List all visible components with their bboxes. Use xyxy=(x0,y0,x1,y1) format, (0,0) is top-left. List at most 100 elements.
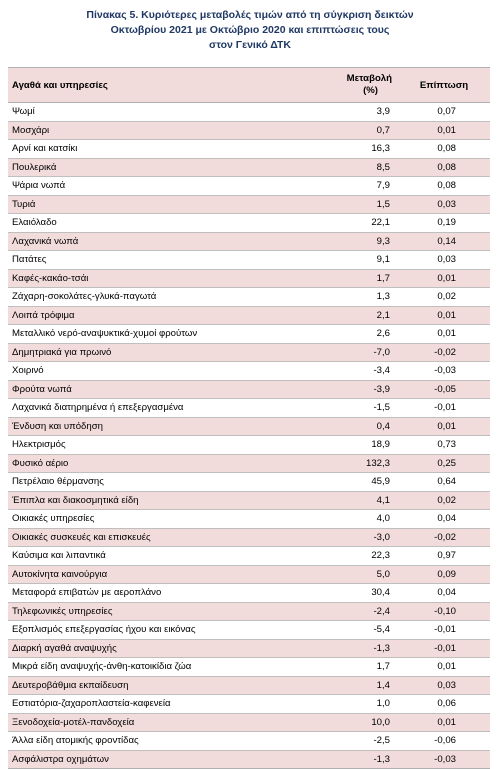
table-row: Εστιατόρια-ζαχαροπλαστεία-καφενεία 1,0 0,0… xyxy=(8,694,490,714)
row-impact: 0,01 xyxy=(398,306,490,325)
table-row: Μικρά είδη αναψυχής-άνθη-κατοικίδια ζώα 1… xyxy=(8,657,490,677)
row-impact: -0,03 xyxy=(398,750,490,769)
row-impact: 0,01 xyxy=(398,324,490,344)
row-change: 1,4 xyxy=(298,676,398,695)
row-change: 30,4 xyxy=(298,583,398,603)
row-impact: 0,06 xyxy=(398,694,490,714)
table-row: Καφές-κακάο-τσάι 1,7 0,01 xyxy=(8,269,490,288)
row-impact: 0,03 xyxy=(398,676,490,695)
row-name: Ηλεκτρισμός xyxy=(8,435,298,455)
row-name: Οικιακές συσκευές και επισκευές xyxy=(8,528,298,547)
row-change: 7,9 xyxy=(298,176,398,196)
row-name: Μεταφορά επιβατών με αεροπλάνο xyxy=(8,583,298,603)
table-row: Ξενοδοχεία-μοτέλ-πανδοχεία 10,0 0,01 xyxy=(8,713,490,732)
table-row: Αυτοκίνητα καινούργια 5,0 0,09 xyxy=(8,565,490,584)
row-impact: 0,09 xyxy=(398,565,490,584)
table-row: Αρνί και κατσίκι 16,3 0,08 xyxy=(8,139,490,159)
row-name: Αρνί και κατσίκι xyxy=(8,139,298,159)
table-row: Άλλα είδη ατομικής φροντίδας -2,5 -0,06 xyxy=(8,731,490,751)
row-name: Μεταλλικό νερό-αναψυκτικά-χυμοί φρούτων xyxy=(8,324,298,344)
row-name: Εστιατόρια-ζαχαροπλαστεία-καφενεία xyxy=(8,694,298,714)
row-name: Ψωμί xyxy=(8,102,298,122)
table-row: Ένδυση και υπόδηση 0,4 0,01 xyxy=(8,417,490,436)
row-change: 1,0 xyxy=(298,694,398,714)
table-row: Μοσχάρι 0,7 0,01 xyxy=(8,121,490,140)
row-name: Διαρκή αγαθά αναψυχής xyxy=(8,639,298,658)
row-change: 2,6 xyxy=(298,324,398,344)
row-impact: 0,03 xyxy=(398,195,490,214)
row-name: Λοιπά τρόφιμα xyxy=(8,306,298,325)
row-change: 0,7 xyxy=(298,121,398,140)
table-row: Ψωμί 3,9 0,07 xyxy=(8,102,490,122)
row-change: 1,5 xyxy=(298,195,398,214)
row-name: Ζάχαρη-σοκολάτες-γλυκά-παγωτά xyxy=(8,287,298,307)
row-change: -2,5 xyxy=(298,731,398,751)
table-header-row: Αγαθά και υπηρεσίες Μεταβολή (%) Επίπτωσ… xyxy=(8,67,490,103)
row-change: 5,0 xyxy=(298,565,398,584)
row-change: -2,4 xyxy=(298,602,398,621)
table-row: Τηλεφωνικές υπηρεσίες -2,4 -0,10 xyxy=(8,602,490,621)
row-impact: 0,97 xyxy=(398,546,490,566)
price-changes-table: Αγαθά και υπηρεσίες Μεταβολή (%) Επίπτωσ… xyxy=(8,67,490,769)
row-name: Τηλεφωνικές υπηρεσίες xyxy=(8,602,298,621)
table-row: Λοιπά τρόφιμα 2,1 0,01 xyxy=(8,306,490,325)
row-change: 9,1 xyxy=(298,250,398,270)
row-change: -3,4 xyxy=(298,361,398,381)
row-name: Καύσιμα και λιπαντικά xyxy=(8,546,298,566)
row-change: 1,3 xyxy=(298,287,398,307)
row-name: Πετρέλαιο θέρμανσης xyxy=(8,472,298,492)
header-change-label: Μεταβολή xyxy=(346,73,392,84)
table-row: Δημητριακά για πρωινό -7,0 -0,02 xyxy=(8,343,490,362)
row-impact: 0,08 xyxy=(398,176,490,196)
row-change: 8,5 xyxy=(298,158,398,177)
row-name: Φρούτα νωπά xyxy=(8,380,298,399)
row-name: Τυριά xyxy=(8,195,298,214)
row-change: 4,0 xyxy=(298,509,398,529)
row-impact: 0,01 xyxy=(398,713,490,732)
row-name: Πατάτες xyxy=(8,250,298,270)
row-impact: 0,08 xyxy=(398,139,490,159)
table-row: Χοιρινό -3,4 -0,03 xyxy=(8,361,490,381)
table-row: Μεταλλικό νερό-αναψυκτικά-χυμοί φρούτων 2… xyxy=(8,324,490,344)
table-row: Ελαιόλαδο 22,1 0,19 xyxy=(8,213,490,233)
title-line-2: Οκτωβρίου 2021 με Οκτώβριο 2020 και επιπ… xyxy=(110,24,390,36)
row-impact: 0,01 xyxy=(398,657,490,677)
table-row: Λαχανικά διατηρημένα ή επεξεργασμένα -1,5… xyxy=(8,398,490,418)
row-impact: 0,04 xyxy=(398,583,490,603)
table-row: Πετρέλαιο θέρμανσης 45,9 0,64 xyxy=(8,472,490,492)
row-change: 18,9 xyxy=(298,435,398,455)
row-impact: 0,25 xyxy=(398,454,490,473)
row-change: 16,3 xyxy=(298,139,398,159)
table-row: Λαχανικά νωπά 9,3 0,14 xyxy=(8,232,490,251)
row-name: Ψάρια νωπά xyxy=(8,176,298,196)
row-impact: -0,06 xyxy=(398,731,490,751)
row-change: 10,0 xyxy=(298,713,398,732)
row-impact: 0,19 xyxy=(398,213,490,233)
table-row: Καύσιμα και λιπαντικά 22,3 0,97 xyxy=(8,546,490,566)
row-change: -1,3 xyxy=(298,750,398,769)
row-impact: 0,64 xyxy=(398,472,490,492)
row-name: Οικιακές υπηρεσίες xyxy=(8,509,298,529)
row-change: -1,5 xyxy=(298,398,398,418)
table-row: Εξοπλισμός επεξεργασίας ήχου και εικόνας… xyxy=(8,620,490,640)
row-impact: 0,01 xyxy=(398,121,490,140)
row-impact: 0,08 xyxy=(398,158,490,177)
row-impact: 0,07 xyxy=(398,102,490,122)
row-change: 4,1 xyxy=(298,491,398,510)
row-name: Ξενοδοχεία-μοτέλ-πανδοχεία xyxy=(8,713,298,732)
row-change: -3,9 xyxy=(298,380,398,399)
row-name: Χοιρινό xyxy=(8,361,298,381)
row-change: 1,7 xyxy=(298,657,398,677)
row-name: Έπιπλα και διακοσμητικά είδη xyxy=(8,491,298,510)
row-impact: 0,02 xyxy=(398,491,490,510)
row-impact: 0,02 xyxy=(398,287,490,307)
row-change: -1,3 xyxy=(298,639,398,658)
row-name: Ένδυση και υπόδηση xyxy=(8,417,298,436)
row-impact: -0,01 xyxy=(398,620,490,640)
row-change: 0,4 xyxy=(298,417,398,436)
header-impact: Επίπτωση xyxy=(398,67,490,103)
table-row: Πατάτες 9,1 0,03 xyxy=(8,250,490,270)
row-name: Φυσικό αέριο xyxy=(8,454,298,473)
table-row: Μεταφορά επιβατών με αεροπλάνο 30,4 0,04 xyxy=(8,583,490,603)
row-name: Άλλα είδη ατομικής φροντίδας xyxy=(8,731,298,751)
